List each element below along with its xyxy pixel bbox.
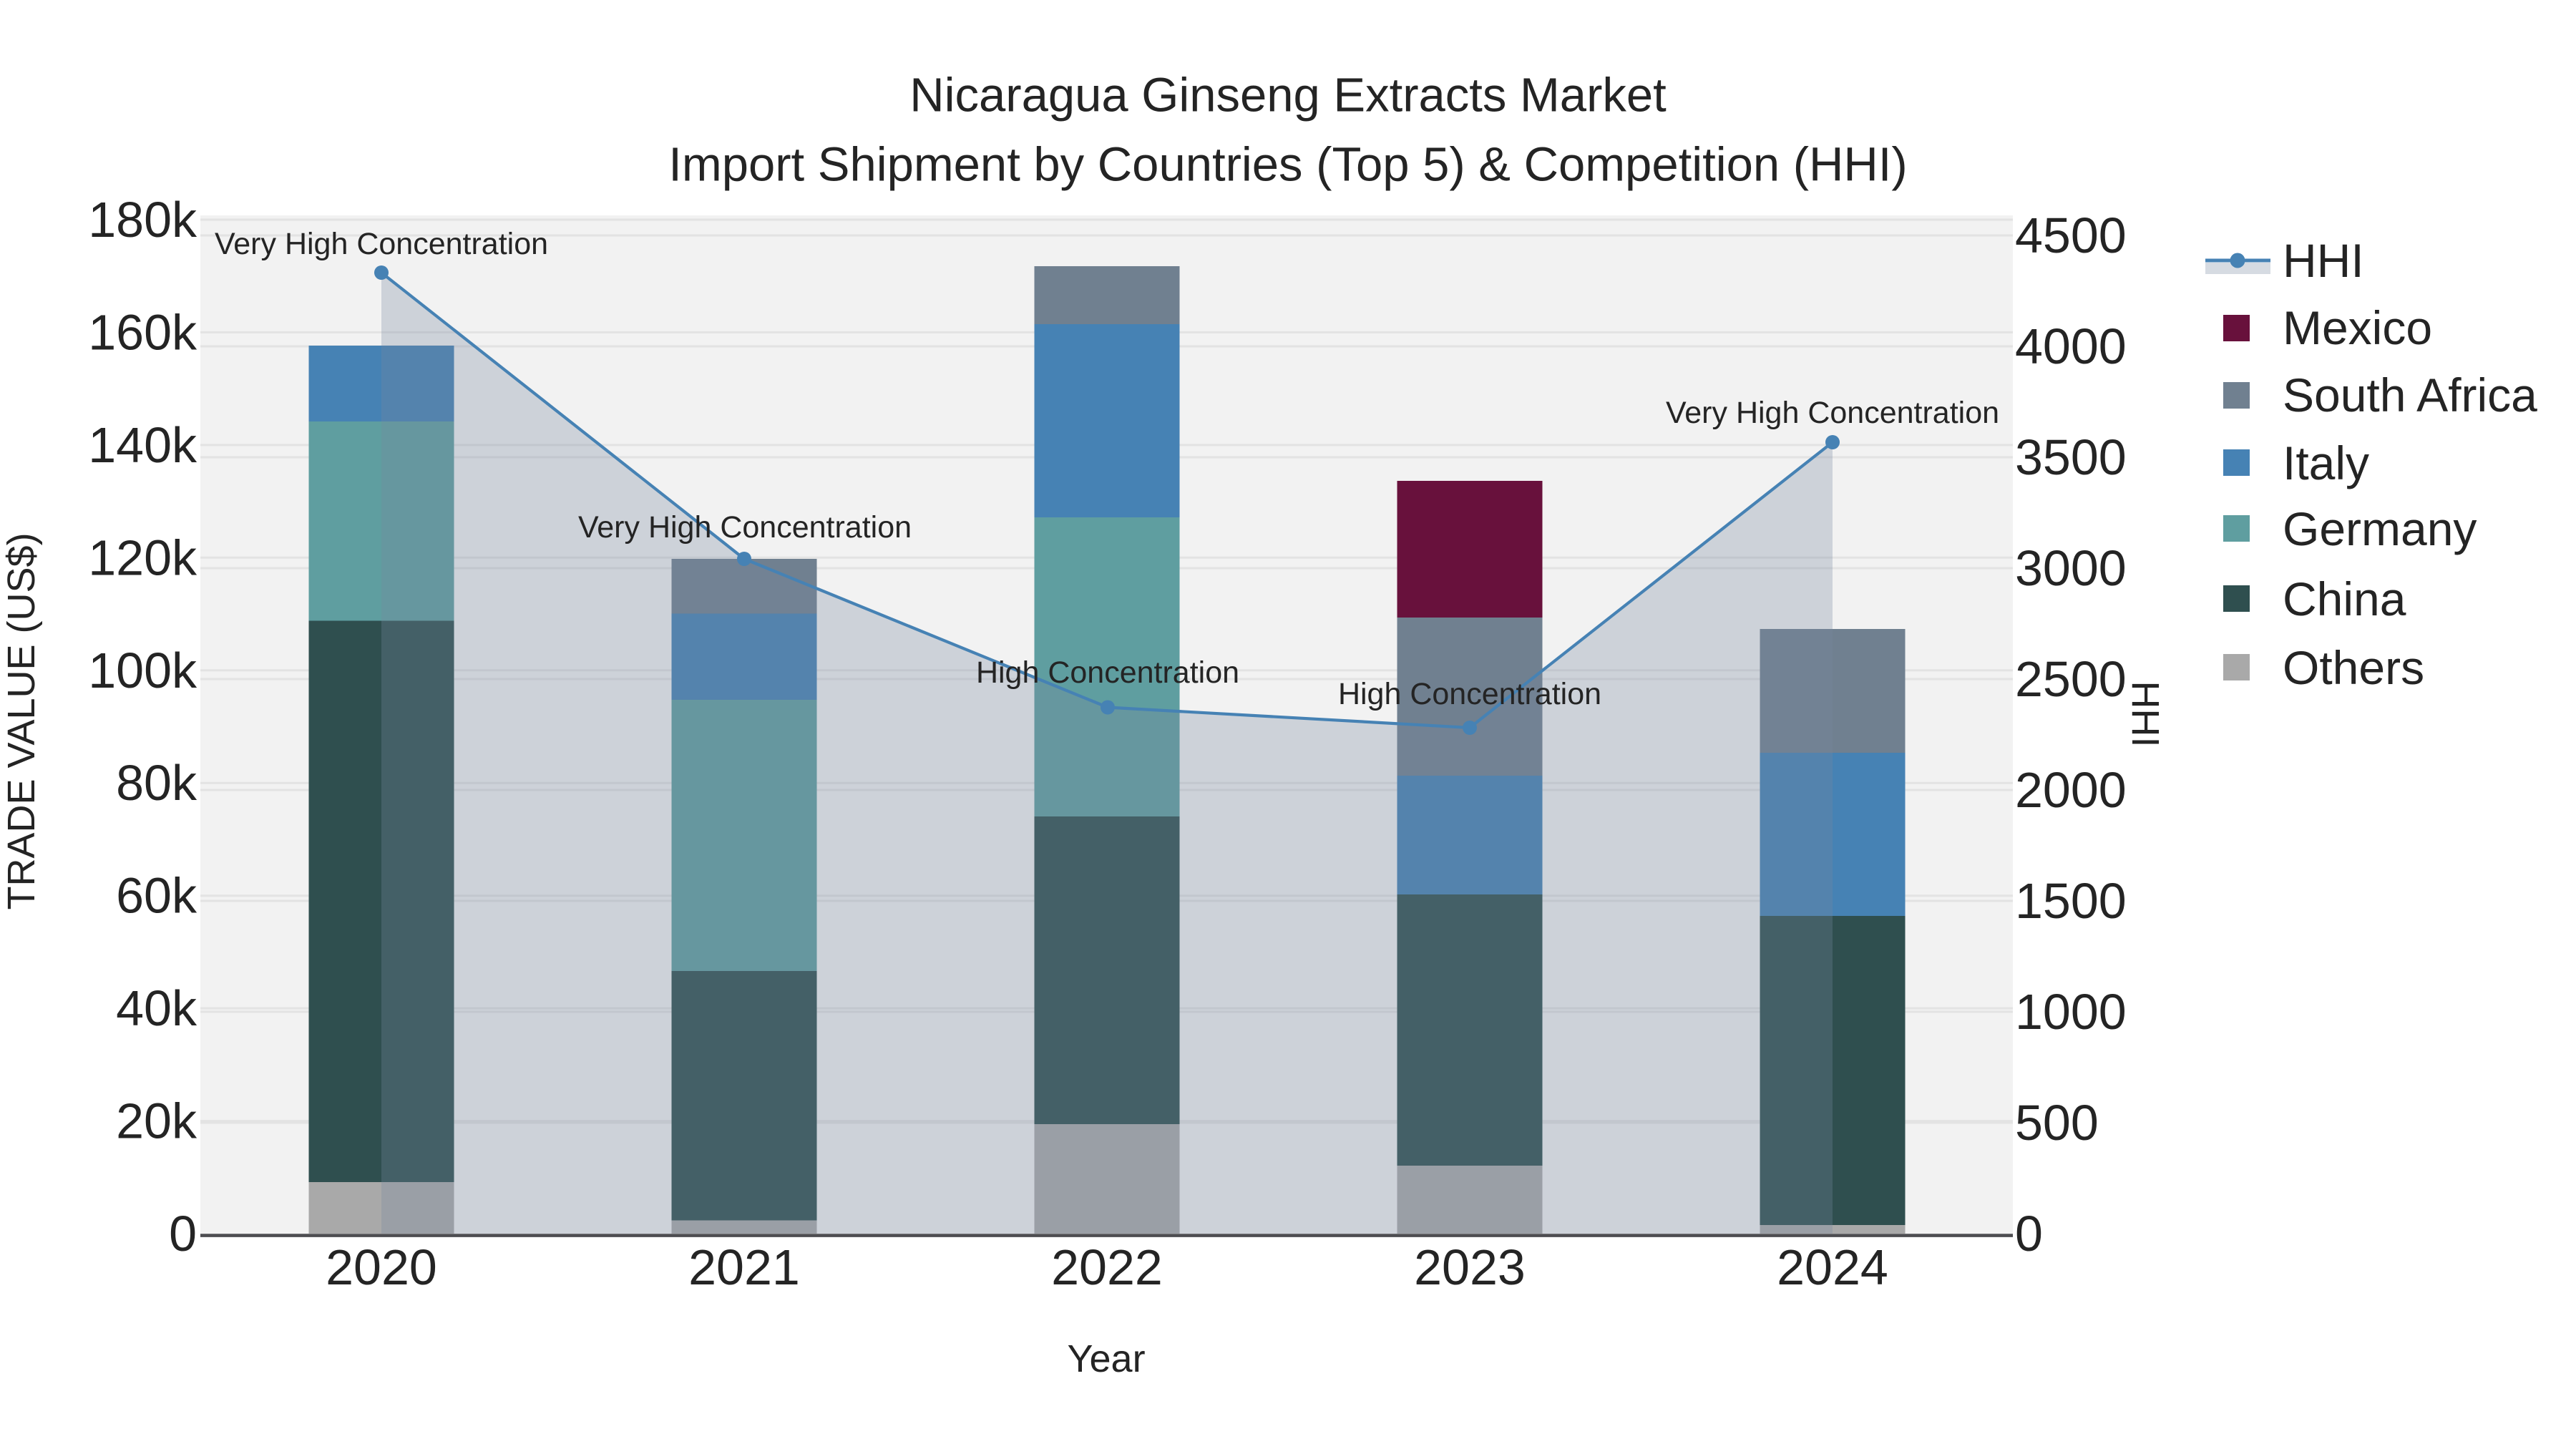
svg-text:40k: 40k <box>116 980 197 1036</box>
svg-text:2020: 2020 <box>326 1239 437 1295</box>
svg-text:Italy: Italy <box>2283 436 2369 489</box>
svg-text:60k: 60k <box>116 868 197 924</box>
svg-text:160k: 160k <box>88 304 197 360</box>
svg-text:180k: 180k <box>88 192 197 248</box>
svg-text:Import Shipment by Countries (: Import Shipment by Countries (Top 5) & C… <box>668 138 1907 192</box>
svg-text:2500: 2500 <box>2015 651 2127 707</box>
svg-text:South Africa: South Africa <box>2283 369 2537 421</box>
svg-text:2022: 2022 <box>1051 1239 1163 1295</box>
svg-text:0: 0 <box>169 1206 197 1262</box>
svg-text:20k: 20k <box>116 1093 197 1149</box>
svg-text:100k: 100k <box>88 643 197 698</box>
svg-text:HHI: HHI <box>2124 681 2167 748</box>
svg-text:HHI: HHI <box>2283 234 2364 287</box>
svg-text:High Concentration: High Concentration <box>976 655 1239 690</box>
svg-text:1500: 1500 <box>2015 873 2127 929</box>
svg-text:Others: Others <box>2283 641 2424 694</box>
svg-text:China: China <box>2283 572 2406 625</box>
svg-text:0: 0 <box>2015 1206 2043 1262</box>
svg-text:4500: 4500 <box>2015 208 2127 263</box>
svg-text:Mexico: Mexico <box>2283 301 2432 354</box>
svg-text:Germany: Germany <box>2283 502 2477 555</box>
svg-text:2021: 2021 <box>688 1239 800 1295</box>
svg-text:1000: 1000 <box>2015 984 2127 1040</box>
svg-text:Very High Concentration: Very High Concentration <box>578 510 912 545</box>
svg-text:Year: Year <box>1067 1337 1145 1380</box>
svg-text:High Concentration: High Concentration <box>1338 677 1601 711</box>
svg-text:Nicaragua Ginseng Extracts Mar: Nicaragua Ginseng Extracts Market <box>909 69 1667 122</box>
svg-text:2023: 2023 <box>1414 1239 1526 1295</box>
svg-text:Very High Concentration: Very High Concentration <box>1666 396 1999 430</box>
svg-text:2000: 2000 <box>2015 762 2127 818</box>
svg-text:500: 500 <box>2015 1095 2099 1151</box>
svg-text:120k: 120k <box>88 530 197 585</box>
svg-text:140k: 140k <box>88 417 197 473</box>
svg-text:3500: 3500 <box>2015 429 2127 485</box>
svg-text:Very High Concentration: Very High Concentration <box>215 227 548 261</box>
svg-text:TRADE VALUE (US$): TRADE VALUE (US$) <box>0 532 43 909</box>
svg-text:4000: 4000 <box>2015 318 2127 374</box>
svg-text:2024: 2024 <box>1777 1239 1888 1295</box>
svg-text:3000: 3000 <box>2015 540 2127 596</box>
svg-text:80k: 80k <box>116 755 197 811</box>
